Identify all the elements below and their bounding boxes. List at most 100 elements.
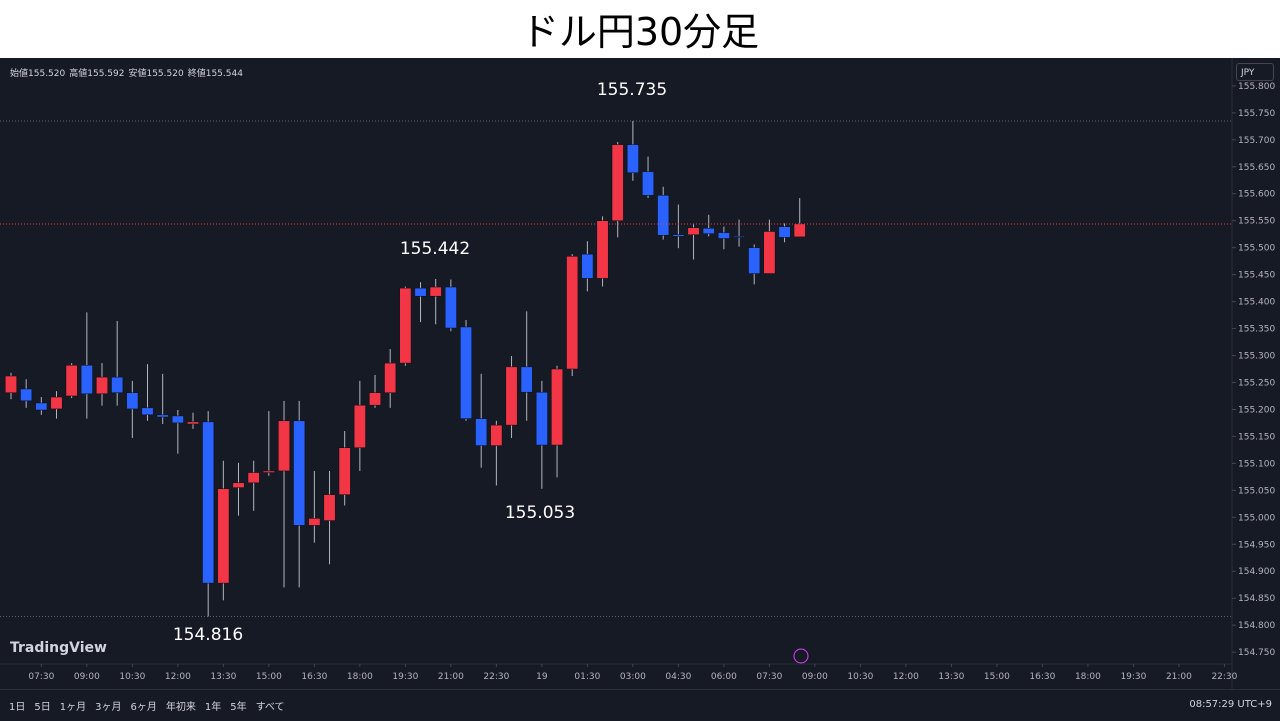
candle-body	[748, 247, 761, 274]
range-button[interactable]: 年初来	[165, 702, 196, 713]
candle-body	[505, 366, 518, 426]
range-button[interactable]: すべて	[255, 702, 285, 713]
y-tick-label: 155.000	[1238, 513, 1275, 523]
ohlc-item: 始値155.520	[10, 66, 65, 79]
range-button[interactable]: 5年	[230, 702, 247, 713]
candle-body	[338, 447, 351, 495]
candle-body	[793, 223, 806, 238]
y-tick-label: 155.800	[1238, 82, 1275, 92]
candle-body	[490, 424, 503, 446]
y-tick-label: 154.900	[1238, 567, 1275, 577]
candle-body	[65, 364, 78, 397]
candle-body	[520, 366, 533, 393]
candle-body	[50, 396, 63, 410]
y-tick-label: 155.350	[1238, 325, 1275, 335]
annotation: 155.442	[400, 239, 470, 259]
candle-body	[733, 236, 745, 238]
candle-body	[262, 470, 275, 473]
range-button[interactable]: 1日	[9, 702, 26, 713]
candle-body	[5, 375, 17, 393]
ohlc-label: 高値	[69, 69, 88, 79]
x-tick-label: 04:30	[665, 672, 691, 682]
candle-body	[96, 376, 108, 395]
x-tick-label: 13:30	[210, 672, 236, 682]
range-button[interactable]: 3ヶ月	[95, 702, 122, 713]
candle-body	[657, 195, 670, 236]
y-tick-label: 154.800	[1238, 621, 1275, 631]
candle-body	[171, 415, 184, 424]
candle-body	[247, 472, 260, 484]
y-tick-label: 155.650	[1238, 163, 1275, 173]
ohlc-label: 安値	[128, 69, 147, 79]
candle-body	[20, 388, 33, 402]
x-tick-label: 16:30	[301, 672, 327, 682]
candle-body	[308, 518, 321, 526]
x-tick-label: 22:30	[483, 672, 509, 682]
candle-body	[475, 418, 488, 446]
y-tick-label: 154.750	[1238, 648, 1275, 658]
candle-body	[141, 407, 154, 416]
candle-body	[217, 488, 230, 584]
currency-dropdown[interactable]: JPY	[1236, 63, 1274, 81]
candle-body	[763, 231, 776, 274]
y-tick-label: 155.300	[1238, 352, 1275, 362]
candle-body	[323, 494, 336, 521]
y-tick-label: 155.500	[1238, 244, 1275, 254]
candle-body	[551, 368, 563, 446]
candle-body	[126, 392, 139, 410]
y-tick-label: 155.450	[1238, 271, 1275, 281]
candle-body	[581, 253, 594, 279]
candle-body	[111, 376, 124, 393]
candle-body	[566, 256, 579, 370]
y-tick-label: 155.100	[1238, 459, 1275, 469]
x-tick-label: 13:30	[938, 672, 964, 682]
x-tick-label: 10:30	[847, 672, 873, 682]
x-tick-label: 21:00	[1166, 672, 1192, 682]
ohlc-legend: 始値155.520 高値155.592 安値155.520 終値155.544	[10, 66, 243, 79]
x-tick-label: 22:30	[1211, 672, 1237, 682]
candle-body	[384, 362, 397, 393]
ohlc-item: 高値155.592	[69, 66, 124, 79]
y-tick-label: 155.750	[1238, 109, 1275, 119]
y-tick-label: 154.850	[1238, 594, 1275, 604]
clock: 08:57:29 UTC+9	[1189, 699, 1272, 710]
x-tick-label: 07:30	[756, 672, 782, 682]
y-tick-label: 155.050	[1238, 486, 1275, 496]
chart: 154.750 154.800 154.850 154.900 154.950 155.0…	[0, 58, 1280, 689]
candle-body	[278, 420, 290, 472]
candle-body	[642, 171, 654, 196]
x-tick-label: 06:00	[711, 672, 737, 682]
bottom-toolbar: 1日 5日 1ヶ月 3ヶ月 6ヶ月 年初来 1年 5年 すべて 08:57:29 UTC+9	[0, 689, 1280, 721]
range-button[interactable]: 6ヶ月	[130, 702, 157, 713]
range-button[interactable]: 5日	[34, 702, 51, 713]
x-tick-label: 07:30	[28, 672, 54, 682]
range-button[interactable]: 1ヶ月	[59, 702, 87, 713]
x-tick-label: 15:00	[256, 672, 282, 682]
x-tick-label: 19:30	[392, 672, 418, 682]
x-tick-label: 18:00	[1075, 672, 1101, 682]
y-tick-label: 155.200	[1238, 405, 1275, 415]
ohlc-value: 155.520	[146, 69, 184, 79]
candle-body	[460, 326, 472, 419]
x-tick-label: 21:00	[438, 672, 464, 682]
chart-background	[0, 58, 1280, 689]
range-button[interactable]: 1年	[204, 702, 222, 713]
candle-body	[187, 421, 199, 425]
x-tick-label: 10:30	[119, 672, 145, 682]
x-tick-label: 09:00	[74, 672, 100, 682]
annotation: 154.816	[173, 625, 243, 645]
candle-body	[687, 227, 700, 235]
candle-body	[80, 364, 93, 395]
candle-body	[429, 286, 442, 297]
y-tick-label: 155.600	[1238, 190, 1275, 200]
x-tick-label: 15:00	[984, 672, 1010, 682]
logo: TradingView	[10, 640, 107, 656]
candle-body	[717, 232, 730, 239]
candle-body	[399, 287, 412, 364]
x-tick-label: 03:00	[620, 672, 646, 682]
event-icon[interactable]	[793, 648, 809, 664]
candle-body	[369, 392, 381, 406]
annotation: 155.053	[505, 503, 575, 523]
candle-body	[444, 286, 457, 329]
